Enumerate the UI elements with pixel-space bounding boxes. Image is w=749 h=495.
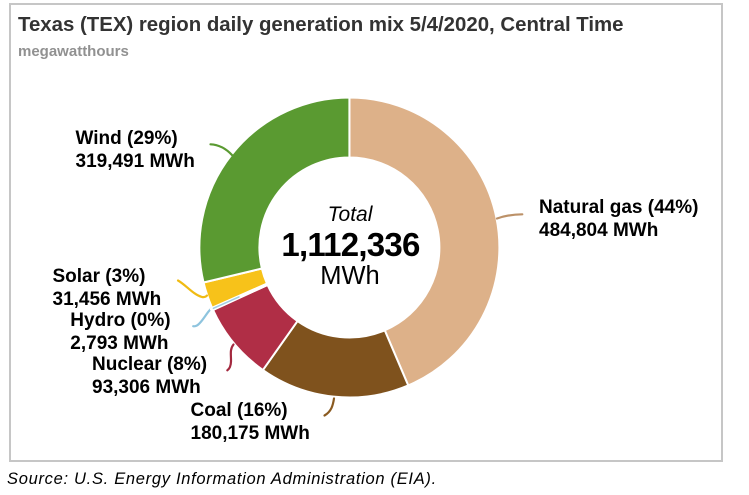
svg-text:Total: Total — [328, 203, 374, 226]
svg-text:MWh: MWh — [320, 262, 380, 290]
svg-text:1,112,336: 1,112,336 — [281, 226, 420, 263]
